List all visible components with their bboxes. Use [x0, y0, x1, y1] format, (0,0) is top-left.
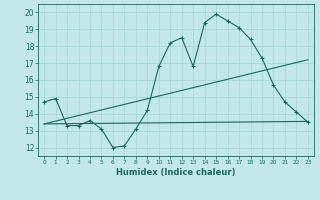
X-axis label: Humidex (Indice chaleur): Humidex (Indice chaleur): [116, 168, 236, 177]
